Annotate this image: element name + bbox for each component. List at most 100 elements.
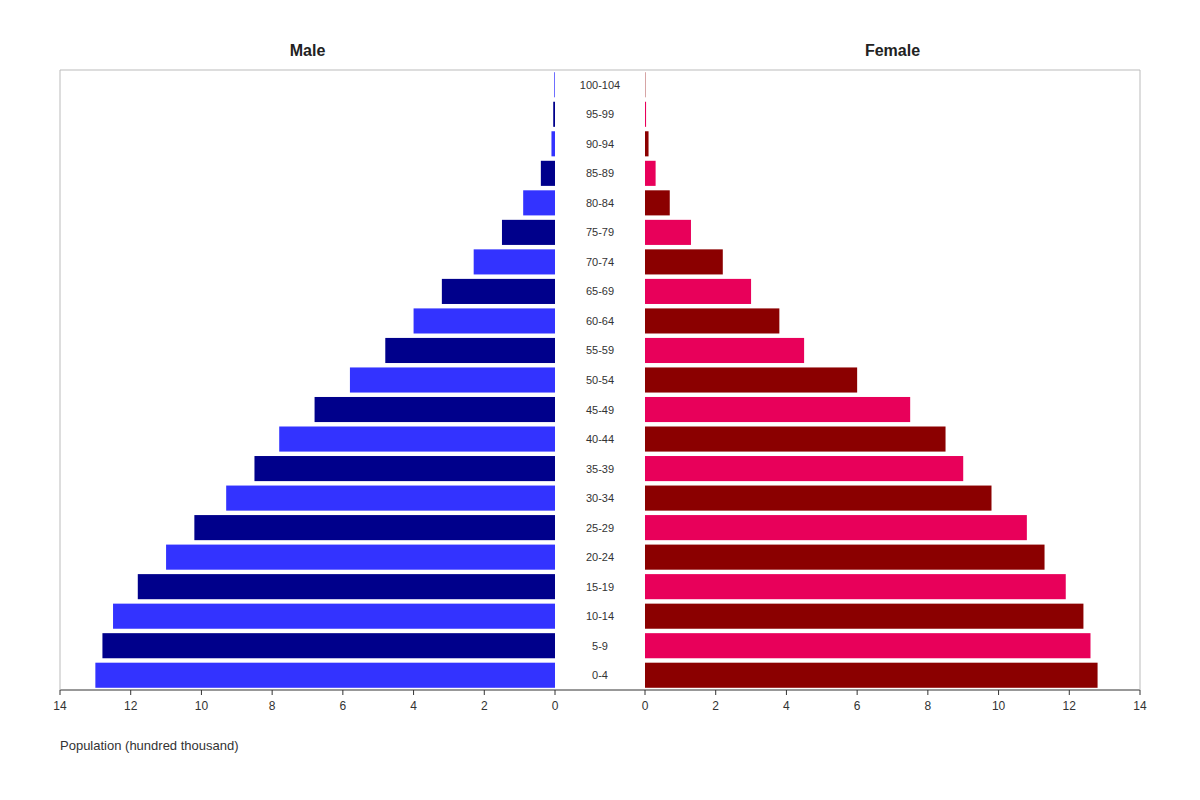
bar	[254, 456, 555, 481]
x-tick	[715, 690, 716, 695]
category-label: 90-94	[586, 138, 614, 150]
bars	[645, 72, 1098, 688]
bar	[350, 367, 555, 392]
bar	[502, 220, 555, 245]
bar	[414, 308, 555, 333]
category-label: 10-14	[586, 610, 614, 622]
category-label: 75-79	[586, 226, 614, 238]
bar	[102, 633, 555, 658]
category-label: 0-4	[592, 669, 608, 681]
category-label: 80-84	[586, 197, 614, 209]
x-tick-label: 0	[552, 699, 559, 713]
bar	[645, 308, 779, 333]
category-label: 35-39	[586, 463, 614, 475]
category-label: 60-64	[586, 315, 614, 327]
x-tick-label: 10	[195, 699, 209, 713]
category-label: 45-49	[586, 404, 614, 416]
x-tick	[130, 690, 131, 695]
category-label: 30-34	[586, 492, 614, 504]
x-tick-label: 6	[340, 699, 347, 713]
bar	[645, 663, 1098, 688]
bar	[442, 279, 555, 304]
category-label: 40-44	[586, 433, 614, 445]
x-tick-label: 0	[642, 699, 649, 713]
bar	[138, 574, 555, 599]
panel-title: Female	[865, 42, 920, 59]
x-tick-label: 4	[783, 699, 790, 713]
bar	[645, 190, 670, 215]
bar	[553, 102, 555, 127]
bar	[645, 338, 804, 363]
x-tick-label: 6	[854, 699, 861, 713]
bar	[645, 545, 1045, 570]
bar	[645, 367, 857, 392]
bar	[645, 279, 751, 304]
x-tick	[1069, 690, 1070, 695]
bar	[645, 456, 963, 481]
bar	[645, 427, 946, 452]
x-tick	[1140, 690, 1141, 695]
x-tick-label: 14	[1133, 699, 1147, 713]
x-tick-label: 12	[124, 699, 138, 713]
x-tick-label: 4	[410, 699, 417, 713]
x-tick-label: 2	[712, 699, 719, 713]
x-axis-line	[60, 690, 555, 691]
x-tick	[998, 690, 999, 695]
x-tick-label: 8	[925, 699, 932, 713]
bar	[645, 161, 656, 186]
x-tick	[60, 690, 61, 695]
bar	[645, 515, 1027, 540]
bar	[166, 545, 555, 570]
category-label: 95-99	[586, 108, 614, 120]
bar	[279, 427, 555, 452]
bar	[315, 397, 555, 422]
bar	[474, 249, 555, 274]
x-tick-label: 10	[992, 699, 1006, 713]
x-tick	[857, 690, 858, 695]
bars	[95, 72, 555, 688]
x-tick	[484, 690, 485, 695]
bar	[541, 161, 555, 186]
x-tick	[201, 690, 202, 695]
bar	[523, 190, 555, 215]
bar	[226, 486, 555, 511]
bar	[645, 486, 992, 511]
bar	[551, 131, 555, 156]
bar	[645, 249, 723, 274]
category-label: 25-29	[586, 522, 614, 534]
category-label: 85-89	[586, 167, 614, 179]
bar	[385, 338, 555, 363]
frame-line	[555, 70, 645, 71]
bar	[645, 604, 1083, 629]
frame-line	[645, 70, 1140, 71]
bar	[645, 574, 1066, 599]
category-label: 5-9	[592, 640, 608, 652]
bar	[645, 72, 646, 97]
x-tick	[927, 690, 928, 695]
x-tick-label: 8	[269, 699, 276, 713]
x-tick-label: 2	[481, 699, 488, 713]
x-tick-label: 12	[1063, 699, 1077, 713]
category-label: 15-19	[586, 581, 614, 593]
bar	[645, 633, 1091, 658]
frame-line	[60, 70, 61, 690]
x-tick	[555, 690, 556, 695]
x-tick	[786, 690, 787, 695]
bar	[95, 663, 555, 688]
bar	[645, 102, 646, 127]
category-label: 100-104	[580, 79, 620, 91]
chart: 02468101214Male02468101214Female0-45-910…	[0, 0, 1200, 800]
x-tick	[342, 690, 343, 695]
x-tick	[272, 690, 273, 695]
x-axis-label: Population (hundred thousand)	[60, 738, 239, 753]
category-label: 20-24	[586, 551, 614, 563]
bar	[194, 515, 555, 540]
x-axis-line	[645, 690, 1140, 691]
bar	[645, 397, 910, 422]
category-label: 55-59	[586, 344, 614, 356]
frame-line	[555, 690, 645, 691]
x-tick	[645, 690, 646, 695]
frame-line	[60, 70, 555, 71]
bar	[113, 604, 555, 629]
category-label: 50-54	[586, 374, 614, 386]
